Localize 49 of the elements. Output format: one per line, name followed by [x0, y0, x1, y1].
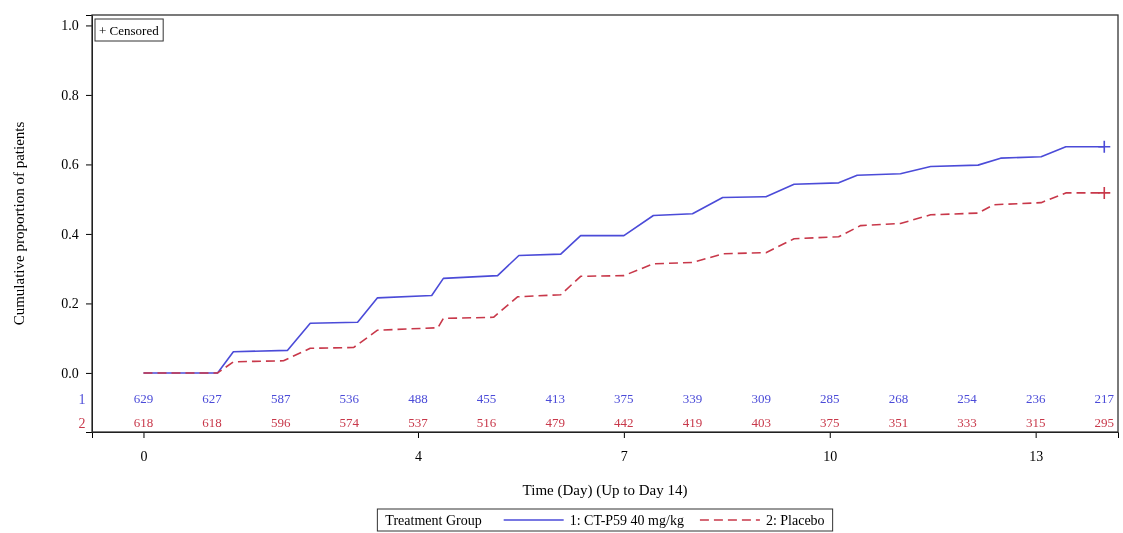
annotation: 596 — [270, 415, 291, 431]
annotation: 419 — [682, 415, 703, 431]
annotation: 455 — [476, 391, 497, 407]
annotation: 268 — [888, 391, 909, 407]
x-tick-label: 4 — [414, 448, 422, 464]
annotation: 488 — [408, 391, 428, 407]
annotation: 574 — [339, 415, 360, 431]
annotation: 618 — [202, 415, 222, 431]
annotation: 627 — [202, 391, 223, 407]
legend-title: Treatment Group — [385, 513, 482, 528]
legend-label: 2: Placebo — [765, 513, 825, 528]
annotation: 536 — [339, 391, 360, 407]
annotation: 479 — [545, 415, 565, 431]
annotation: 295 — [1094, 415, 1115, 431]
y-tick-label: 0.2 — [61, 296, 79, 312]
annotation: 587 — [270, 391, 291, 407]
annotation: 442 — [614, 415, 634, 431]
text: 1 — [78, 391, 86, 407]
annotation: 339 — [682, 391, 703, 407]
annotation: 403 — [751, 415, 771, 431]
annotation: 537 — [408, 415, 429, 431]
annotation: + Censored — [99, 23, 160, 38]
x-tick-label: 13 — [1029, 448, 1044, 464]
x-tick-label: 0 — [140, 448, 148, 464]
annotation: 375 — [820, 415, 840, 431]
y-tick-label: 0.6 — [61, 157, 79, 173]
x-tick-label: 10 — [823, 448, 838, 464]
y-axis-title: Cumulative proportion of patients — [11, 121, 27, 326]
annotation: 285 — [820, 391, 840, 407]
annotation: 351 — [888, 415, 909, 431]
x-axis-title: Time (Day) (Up to Day 14) — [522, 482, 688, 499]
annotation: 333 — [957, 415, 977, 431]
annotation: 516 — [476, 415, 497, 431]
y-tick-label: 0.4 — [61, 226, 79, 242]
annotation: 629 — [133, 391, 154, 407]
annotation: 315 — [1025, 415, 1046, 431]
annotation: 236 — [1025, 391, 1046, 407]
y-tick-label: 0.0 — [61, 365, 79, 381]
y-tick-label: 1.0 — [61, 18, 79, 34]
annotation: 618 — [133, 415, 154, 431]
annotation: 217 — [1094, 391, 1115, 407]
text: 2 — [78, 415, 86, 431]
annotation: 375 — [614, 391, 634, 407]
x-tick-label: 7 — [620, 448, 628, 464]
y-tick-label: 0.8 — [61, 87, 79, 103]
annotation: 254 — [957, 391, 978, 407]
annotation: 413 — [545, 391, 565, 407]
legend-label: 1: CT-P59 40 mg/kg — [569, 513, 684, 528]
annotation: 309 — [751, 391, 771, 407]
